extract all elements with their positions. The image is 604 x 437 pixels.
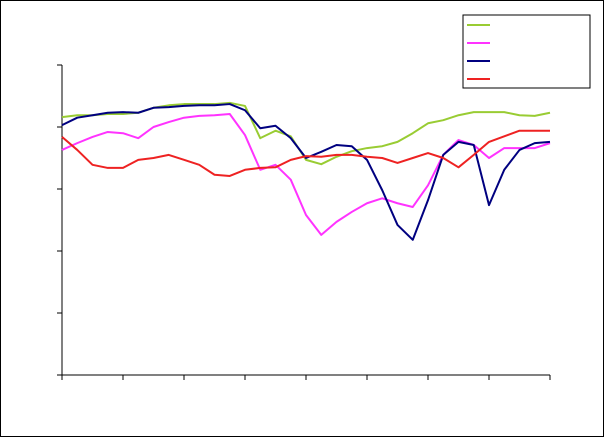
legend-box	[462, 14, 591, 89]
series-line	[61, 103, 551, 241]
series-line	[61, 129, 550, 177]
